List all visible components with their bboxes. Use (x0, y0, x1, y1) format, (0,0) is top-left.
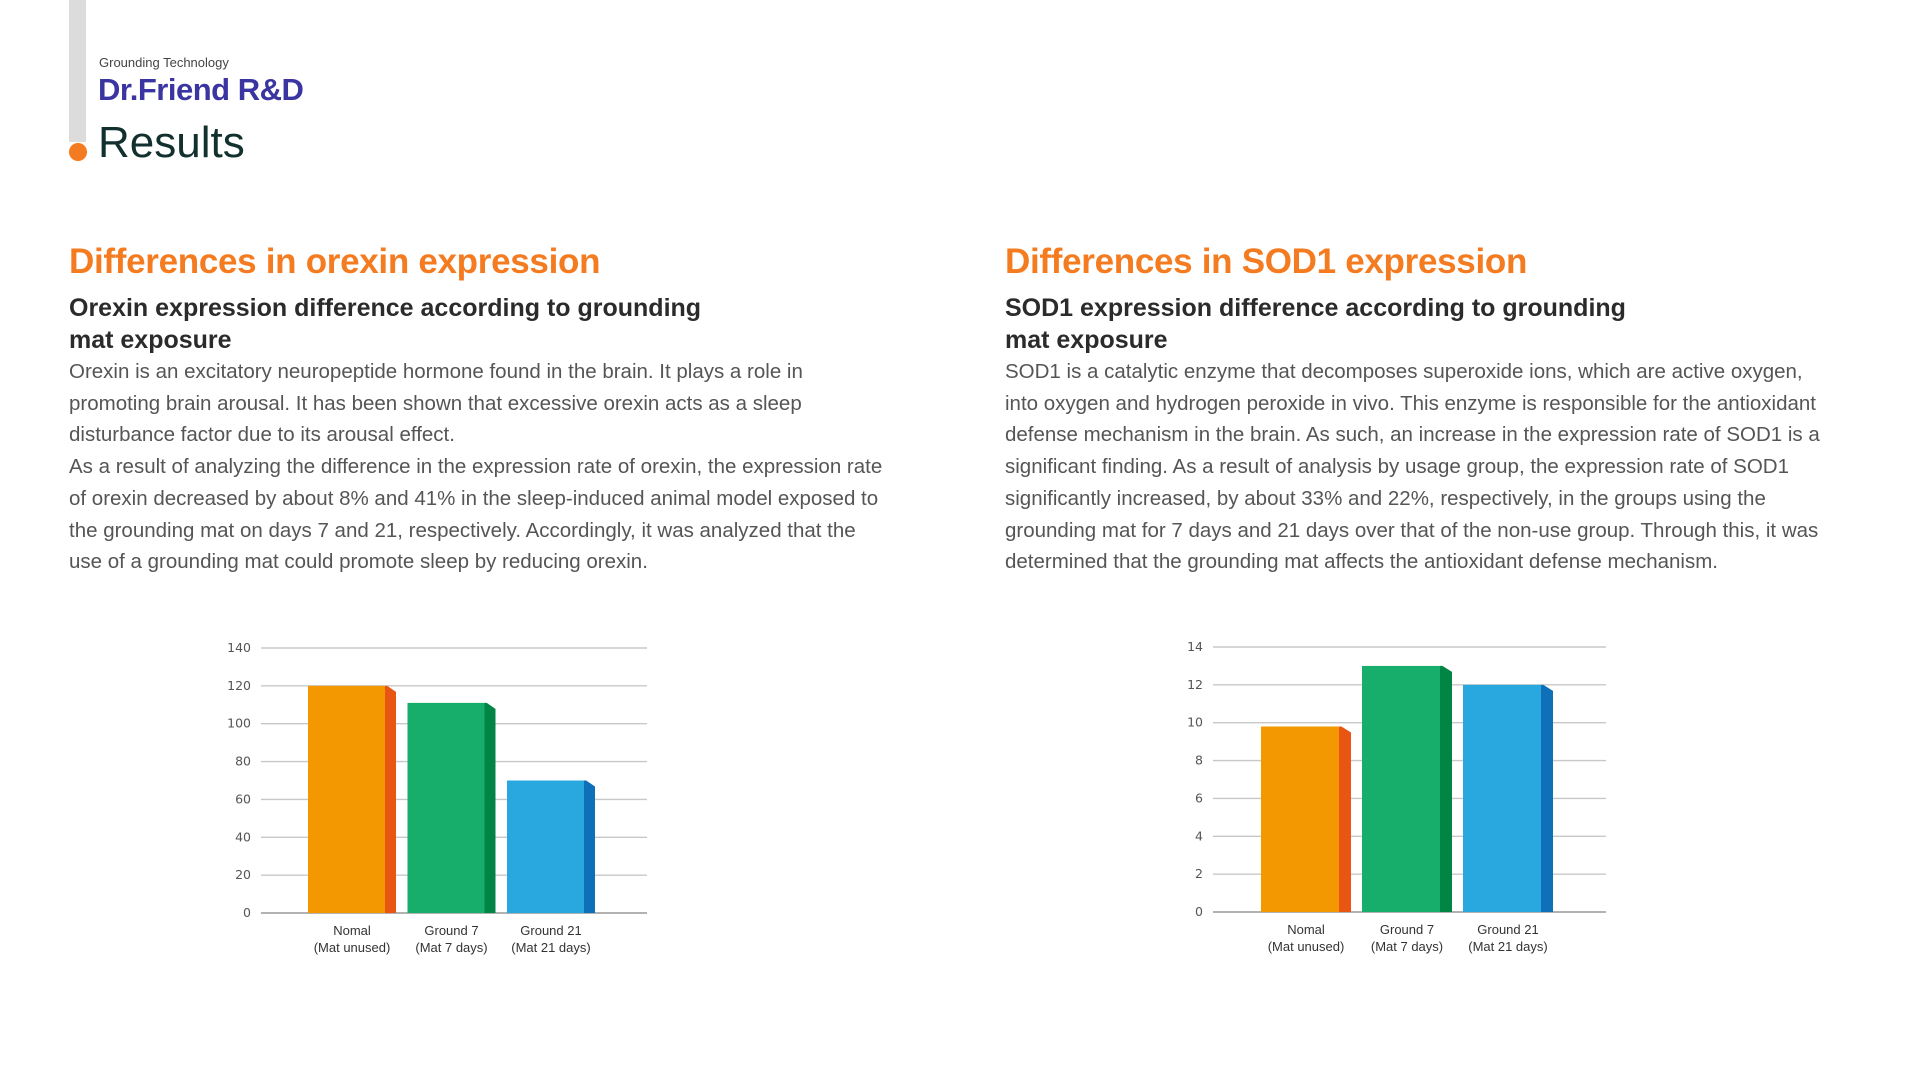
section-body: SOD1 is a catalytic enzyme that decompos… (1005, 356, 1825, 578)
section-title: Differences in orexin expression (69, 242, 601, 281)
bar-side (1440, 665, 1452, 912)
bar (1261, 726, 1339, 912)
x-category-label: (Mat 21 days) (511, 940, 590, 955)
section-subtitle: Orexin expression difference according t… (69, 294, 702, 354)
x-category-label: Ground 21 (1477, 922, 1538, 937)
orexin-bar-chart: 0 20 40 60 80 100 120 140 Nomal (Mat unused) Groun… (227, 640, 647, 955)
y-tick-label: 120 (227, 678, 251, 693)
bar (1463, 684, 1541, 912)
y-tick-label: 4 (1195, 828, 1203, 843)
x-category-label: (Mat 7 days) (415, 940, 487, 955)
accent-bar (69, 0, 86, 142)
section-paragraph: Orexin is an excitatory neuropeptide hor… (69, 360, 803, 447)
x-category-label: Ground 7 (424, 923, 478, 938)
x-category-label: Nomal (333, 923, 371, 938)
y-tick-label: 80 (235, 754, 251, 769)
y-tick-label: 60 (235, 791, 251, 806)
accent-dot (69, 143, 87, 161)
y-tick-label: 12 (1187, 677, 1203, 692)
bar-side (484, 702, 496, 913)
y-tick-label: 0 (1195, 904, 1203, 919)
y-tick-label: 14 (1187, 639, 1203, 654)
y-tick-label: 100 (227, 716, 251, 731)
x-category-label: (Mat unused) (314, 940, 391, 955)
section-subtitle: SOD1 expression difference according to … (1005, 294, 1626, 354)
section-paragraph: SOD1 is a catalytic enzyme that decompos… (1005, 360, 1820, 574)
x-category-label: (Mat unused) (1268, 939, 1345, 954)
section-paragraph: As a result of analyzing the difference … (69, 455, 883, 574)
page-title: Results (98, 118, 245, 167)
x-category-label: Ground 7 (1380, 922, 1434, 937)
x-category-label: Ground 21 (520, 923, 581, 938)
bar-side (584, 780, 595, 913)
bar (308, 685, 385, 913)
section-sod1: Differences in SOD1 expression SOD1 expr… (1005, 240, 1825, 578)
bar-side (1541, 684, 1553, 912)
bar-side (1339, 726, 1351, 912)
bar (507, 780, 584, 913)
x-category-label: Nomal (1287, 922, 1325, 937)
y-tick-label: 2 (1195, 866, 1203, 881)
brand-name: Dr.Friend R&D (98, 72, 304, 107)
header-kicker: Grounding Technology (99, 55, 229, 70)
bar (407, 702, 485, 913)
y-tick-label: 20 (235, 867, 251, 882)
section-body: Orexin is an excitatory neuropeptide hor… (69, 356, 889, 578)
y-tick-label: 40 (235, 829, 251, 844)
sod1-bar-chart: 0 2 4 6 8 10 12 14 Nomal (Mat unused) Ground 7 (Mat… (1187, 639, 1606, 954)
y-tick-label: 8 (1195, 753, 1203, 768)
bar-side (385, 685, 396, 913)
section-title: Differences in SOD1 expression (1005, 242, 1528, 281)
y-tick-label: 10 (1187, 715, 1203, 730)
y-tick-label: 140 (227, 640, 251, 655)
y-tick-label: 0 (243, 905, 251, 920)
x-category-label: (Mat 21 days) (1468, 939, 1547, 954)
x-category-label: (Mat 7 days) (1371, 939, 1443, 954)
y-tick-label: 6 (1195, 790, 1203, 805)
section-orexin: Differences in orexin expression Orexin … (69, 240, 889, 578)
bar (1362, 665, 1440, 912)
